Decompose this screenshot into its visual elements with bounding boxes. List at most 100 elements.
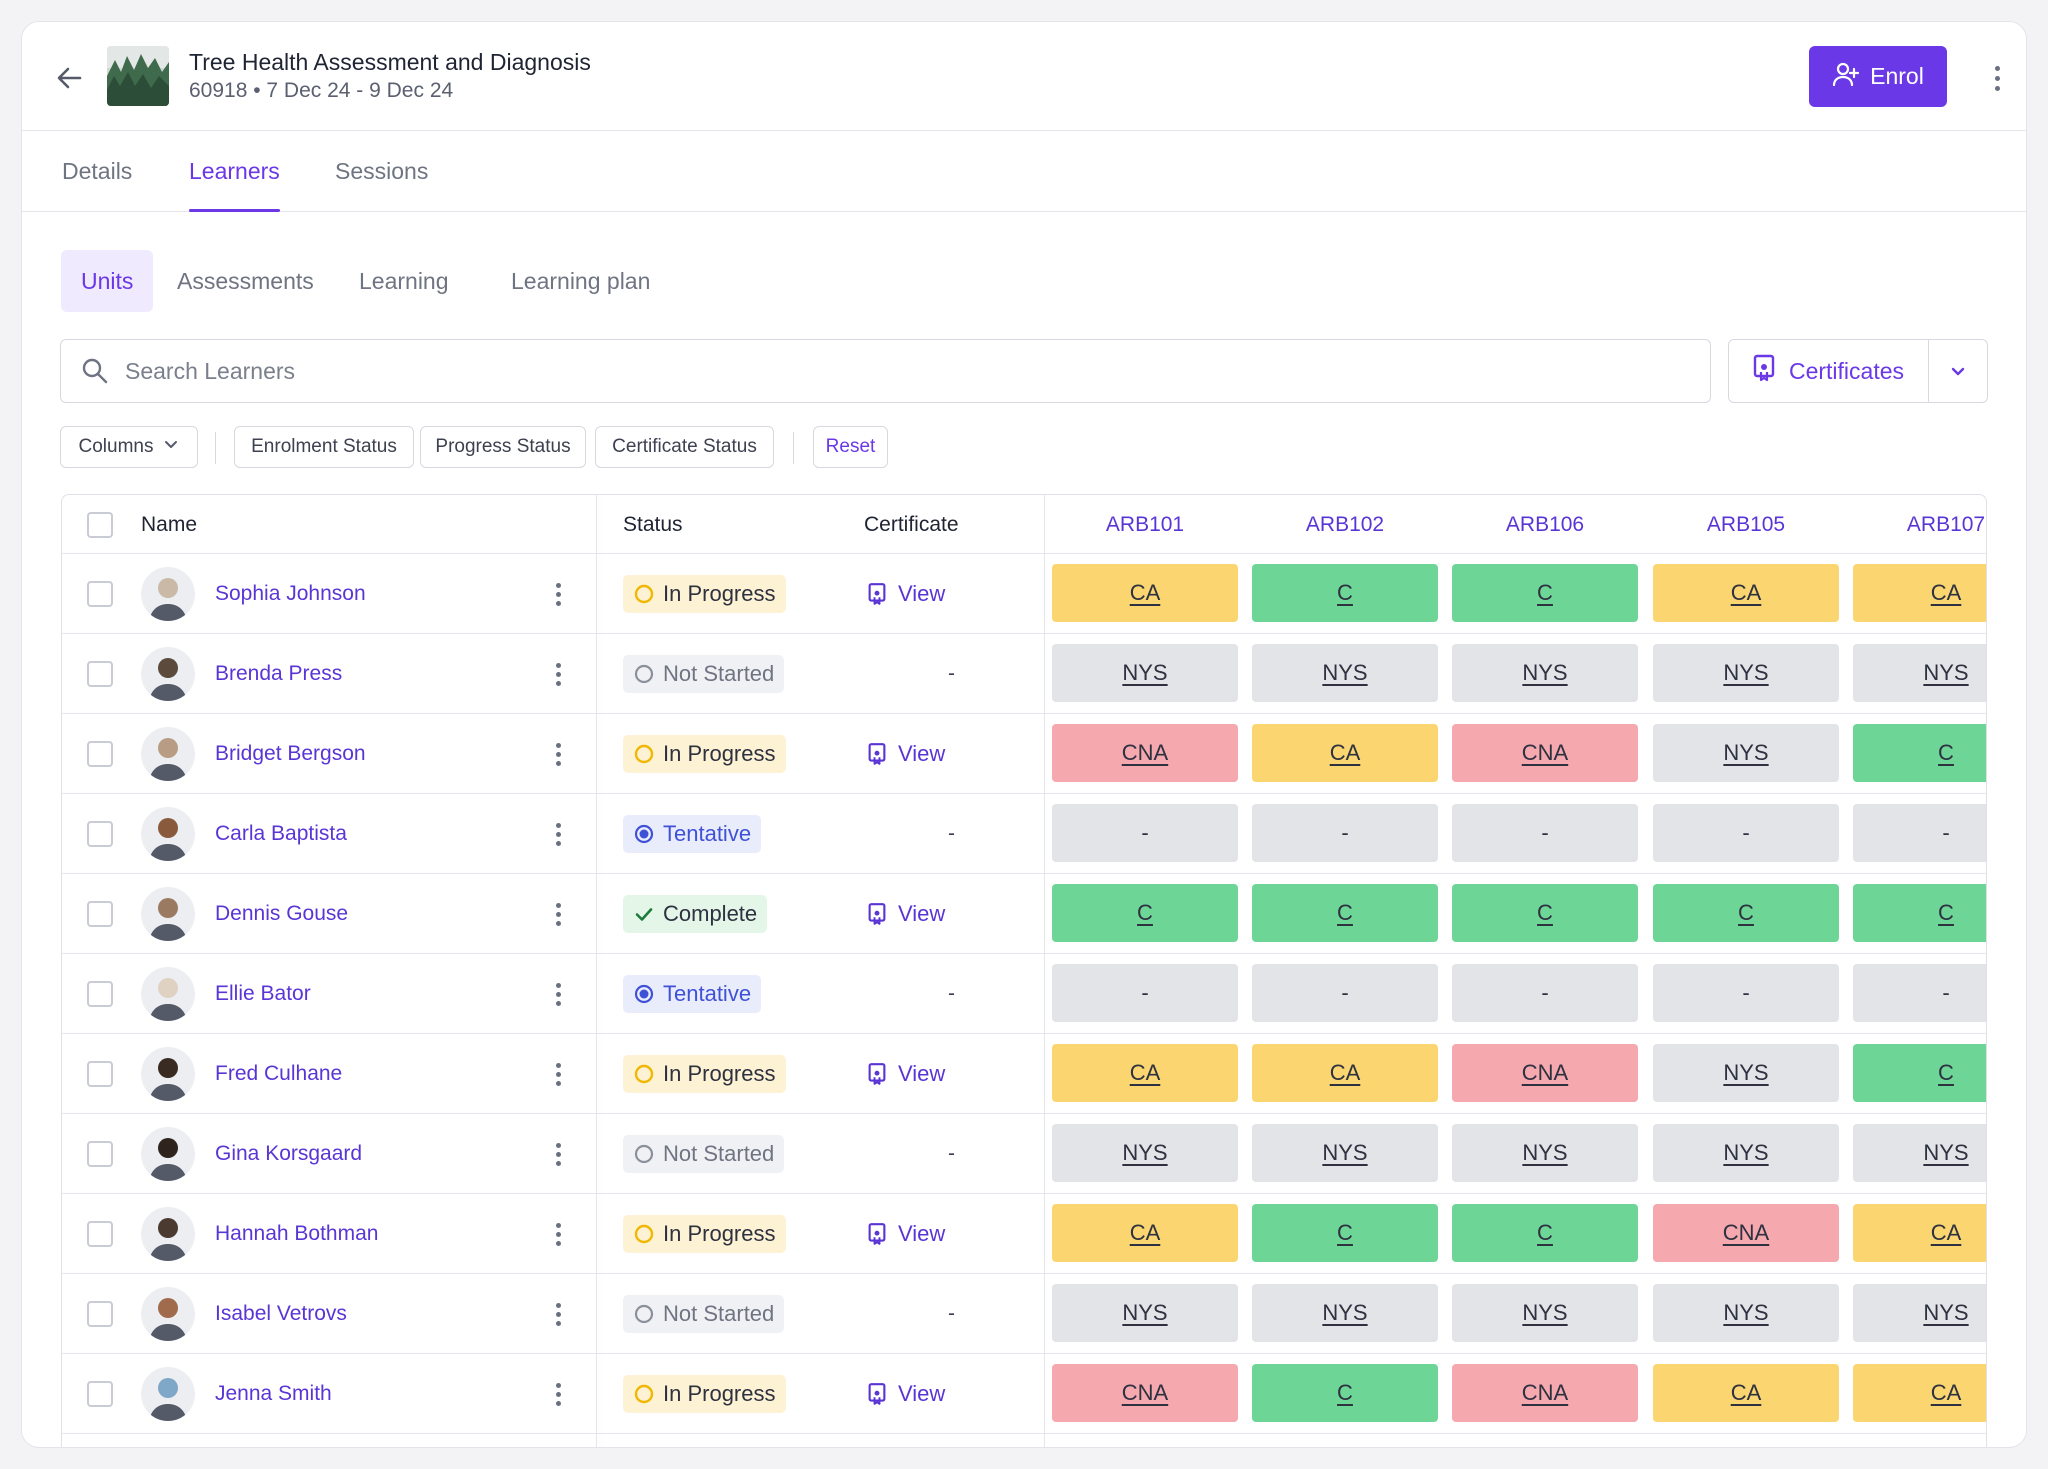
column-header-unit[interactable]: ARB106 <box>1505 513 1585 536</box>
certificates-dropdown-chevron-icon[interactable] <box>1929 340 1987 402</box>
unit-result-cell[interactable]: CA <box>1653 564 1839 622</box>
unit-result-cell[interactable]: CA <box>1252 1044 1438 1102</box>
learner-name-link[interactable]: Hannah Bothman <box>215 1222 379 1245</box>
unit-result-cell[interactable]: NYS <box>1052 1284 1238 1342</box>
unit-result-cell[interactable]: CNA <box>1452 1364 1638 1422</box>
unit-result-cell[interactable]: C <box>1452 1204 1638 1262</box>
row-more-options-icon[interactable] <box>548 1296 568 1332</box>
learner-name-link[interactable]: Dennis Gouse <box>215 902 349 925</box>
tab-learners[interactable]: Learners <box>189 131 280 212</box>
unit-result-cell[interactable]: CNA <box>1452 1044 1638 1102</box>
row-more-options-icon[interactable] <box>548 1216 568 1252</box>
view-certificate-link[interactable]: View <box>868 1194 945 1274</box>
tab-details[interactable]: Details <box>62 158 133 184</box>
unit-result-cell[interactable]: NYS <box>1452 1124 1638 1182</box>
more-options-icon[interactable] <box>1982 58 2012 98</box>
row-more-options-icon[interactable] <box>548 816 568 852</box>
enrolment-status-filter[interactable]: Enrolment Status <box>234 426 414 468</box>
columns-filter[interactable]: Columns <box>60 426 198 468</box>
learner-name-link[interactable]: Isabel Vetrovs <box>215 1302 347 1325</box>
unit-result-cell[interactable]: C <box>1853 1044 1986 1102</box>
unit-result-cell[interactable]: C <box>1052 884 1238 942</box>
subtab-learning-plan[interactable]: Learning plan <box>511 268 651 294</box>
unit-result-cell[interactable]: NYS <box>1252 1284 1438 1342</box>
row-more-options-icon[interactable] <box>548 896 568 932</box>
unit-result-cell[interactable]: CA <box>1252 724 1438 782</box>
subtab-learning[interactable]: Learning <box>359 268 449 294</box>
learner-name-link[interactable]: Bridget Bergson <box>215 742 366 765</box>
tab-sessions[interactable]: Sessions <box>335 158 429 184</box>
unit-result-cell[interactable]: NYS <box>1052 644 1238 702</box>
row-checkbox[interactable] <box>87 1381 113 1407</box>
unit-result-cell[interactable]: CNA <box>1653 1204 1839 1262</box>
unit-result-cell[interactable]: NYS <box>1853 644 1986 702</box>
row-more-options-icon[interactable] <box>548 1056 568 1092</box>
row-checkbox[interactable] <box>87 1061 113 1087</box>
unit-result-cell[interactable]: NYS <box>1653 644 1839 702</box>
unit-result-cell[interactable]: C <box>1252 564 1438 622</box>
view-certificate-link[interactable]: View <box>868 714 945 794</box>
column-header-name[interactable]: Name <box>141 513 198 536</box>
row-more-options-icon[interactable] <box>548 736 568 772</box>
subtab-assessments[interactable]: Assessments <box>177 268 314 294</box>
back-arrow-icon[interactable] <box>50 58 90 98</box>
view-certificate-link[interactable]: View <box>868 1034 945 1114</box>
unit-result-cell[interactable]: C <box>1252 1364 1438 1422</box>
reset-filters-button[interactable]: Reset <box>813 426 888 468</box>
column-header-unit[interactable]: ARB101 <box>1105 513 1185 536</box>
unit-result-cell[interactable]: NYS <box>1853 1284 1986 1342</box>
unit-result-cell[interactable]: NYS <box>1252 1124 1438 1182</box>
unit-result-cell[interactable]: C <box>1452 884 1638 942</box>
unit-result-cell[interactable]: CA <box>1052 1204 1238 1262</box>
row-checkbox[interactable] <box>87 1221 113 1247</box>
row-checkbox[interactable] <box>87 741 113 767</box>
view-certificate-link[interactable]: View <box>868 554 945 634</box>
row-checkbox[interactable] <box>87 821 113 847</box>
unit-result-cell[interactable]: NYS <box>1653 1284 1839 1342</box>
row-checkbox[interactable] <box>87 1141 113 1167</box>
learner-name-link[interactable]: Sophia Johnson <box>215 582 366 605</box>
unit-result-cell[interactable]: NYS <box>1052 1124 1238 1182</box>
unit-result-cell[interactable]: C <box>1452 564 1638 622</box>
row-more-options-icon[interactable] <box>548 1136 568 1172</box>
view-certificate-link[interactable]: View <box>868 874 945 954</box>
row-more-options-icon[interactable] <box>548 976 568 1012</box>
search-input[interactable] <box>125 340 1685 402</box>
unit-result-cell[interactable]: NYS <box>1252 644 1438 702</box>
row-checkbox[interactable] <box>87 1301 113 1327</box>
unit-result-cell[interactable]: NYS <box>1853 1124 1986 1182</box>
unit-result-cell[interactable]: CA <box>1853 564 1986 622</box>
unit-result-cell[interactable]: CNA <box>1452 724 1638 782</box>
unit-result-cell[interactable]: C <box>1653 884 1839 942</box>
view-certificate-link[interactable]: View <box>868 1354 945 1434</box>
column-header-status[interactable]: Status <box>623 513 683 536</box>
learner-name-link[interactable]: Jenna Smith <box>215 1382 332 1405</box>
learner-name-link[interactable]: Gina Korsgaard <box>215 1142 363 1165</box>
subtab-units[interactable]: Units <box>61 250 154 312</box>
row-checkbox[interactable] <box>87 581 113 607</box>
progress-status-filter[interactable]: Progress Status <box>420 426 586 468</box>
enrol-button[interactable]: Enrol <box>1809 46 1947 107</box>
unit-result-cell[interactable]: C <box>1853 724 1986 782</box>
unit-result-cell[interactable]: CA <box>1853 1204 1986 1262</box>
unit-result-cell[interactable]: NYS <box>1452 644 1638 702</box>
column-header-certificate[interactable]: Certificate <box>864 513 959 536</box>
row-checkbox[interactable] <box>87 981 113 1007</box>
unit-result-cell[interactable]: C <box>1853 884 1986 942</box>
row-more-options-icon[interactable] <box>548 1376 568 1412</box>
certificates-button[interactable]: Certificates <box>1729 340 1929 402</box>
unit-result-cell[interactable]: NYS <box>1653 724 1839 782</box>
certificate-status-filter[interactable]: Certificate Status <box>595 426 774 468</box>
column-header-unit[interactable]: ARB105 <box>1706 513 1786 536</box>
unit-result-cell[interactable]: CNA <box>1052 1364 1238 1422</box>
row-more-options-icon[interactable] <box>548 656 568 692</box>
select-all-checkbox[interactable] <box>87 512 113 538</box>
unit-result-cell[interactable]: C <box>1252 884 1438 942</box>
row-checkbox[interactable] <box>87 901 113 927</box>
unit-result-cell[interactable]: CA <box>1653 1364 1839 1422</box>
row-checkbox[interactable] <box>87 661 113 687</box>
column-header-unit[interactable]: ARB102 <box>1305 513 1385 536</box>
learner-name-link[interactable]: Carla Baptista <box>215 822 347 845</box>
row-more-options-icon[interactable] <box>548 576 568 612</box>
unit-result-cell[interactable]: NYS <box>1653 1124 1839 1182</box>
